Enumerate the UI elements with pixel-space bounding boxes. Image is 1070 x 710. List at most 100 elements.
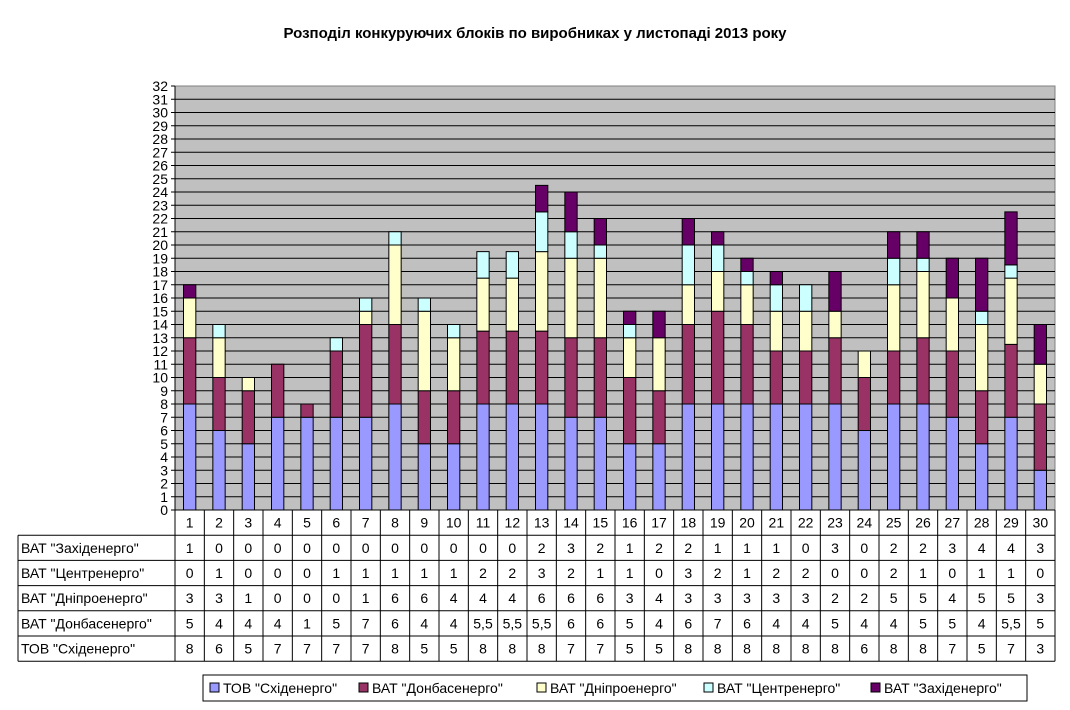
x-tick-label: 12 xyxy=(505,515,521,531)
data-label: 2 xyxy=(714,565,722,581)
legend-swatch xyxy=(703,682,714,693)
y-tick-label: 15 xyxy=(152,303,168,319)
data-label: 6 xyxy=(596,590,604,606)
bar-segment xyxy=(359,310,373,325)
bar-segment xyxy=(711,271,725,312)
y-tick-label: 11 xyxy=(153,356,168,372)
bar-segment xyxy=(887,284,901,352)
x-tick-label: 16 xyxy=(622,515,638,531)
x-tick-label: 10 xyxy=(446,515,462,531)
table-series-name: ВАТ "Західенерго" xyxy=(21,540,139,556)
legend-label: ВАТ "Донбасенерго" xyxy=(372,680,503,696)
bar-segment xyxy=(1004,277,1018,345)
y-axis: 0123456789101112131415161718192021222324… xyxy=(152,78,176,518)
bar-segment xyxy=(593,244,607,259)
bar-segment xyxy=(417,443,431,511)
y-tick-label: 17 xyxy=(152,277,168,293)
y-tick-label: 6 xyxy=(160,423,168,439)
data-label: 1 xyxy=(303,615,311,631)
bar-segment xyxy=(945,257,959,299)
data-label: 6 xyxy=(391,615,399,631)
bar-segment xyxy=(769,350,783,405)
y-tick-label: 4 xyxy=(160,449,168,465)
bar-segment xyxy=(1033,469,1047,511)
bar-segment xyxy=(916,257,930,272)
data-label: 6 xyxy=(860,641,868,657)
bar-segment xyxy=(1004,264,1018,279)
bar-segment xyxy=(183,337,197,405)
data-label: 3 xyxy=(1036,641,1044,657)
data-label: 0 xyxy=(244,565,252,581)
data-label: 7 xyxy=(714,615,722,631)
bar-segment xyxy=(652,390,666,445)
data-label: 7 xyxy=(567,641,575,657)
data-label: 0 xyxy=(420,540,428,556)
bar-segment xyxy=(799,310,813,352)
y-tick-label: 10 xyxy=(152,370,168,386)
data-label: 8 xyxy=(919,641,927,657)
bar-segment xyxy=(652,337,666,392)
bar-segment xyxy=(388,231,402,246)
data-label: 8 xyxy=(831,641,839,657)
legend: ТОВ "Східенерго" ВАТ "Донбасенерго" ВАТ "Д… xyxy=(202,674,1028,702)
bar-segment xyxy=(711,310,725,405)
bar-segment xyxy=(564,416,578,511)
bar-segment xyxy=(329,337,343,352)
data-label: 8 xyxy=(714,641,722,657)
data-label: 3 xyxy=(538,565,546,581)
bar-segment xyxy=(916,231,930,259)
data-label: 4 xyxy=(655,590,663,606)
data-label: 4 xyxy=(479,590,487,606)
data-label: 0 xyxy=(303,565,311,581)
bar-segment xyxy=(388,403,402,511)
bar-segment xyxy=(1033,403,1047,471)
data-label: 0 xyxy=(450,540,458,556)
bar-segment xyxy=(593,416,607,511)
bar-segment xyxy=(476,330,490,405)
data-label: 8 xyxy=(538,641,546,657)
x-tick-label: 2 xyxy=(215,515,223,531)
data-label: 5 xyxy=(244,641,252,657)
data-label: 0 xyxy=(215,540,223,556)
x-tick-label: 20 xyxy=(739,515,755,531)
y-tick-label: 18 xyxy=(152,264,168,280)
data-label: 1 xyxy=(215,565,223,581)
data-label: 5,5 xyxy=(503,615,523,631)
bar-segment xyxy=(447,443,461,511)
data-label: 0 xyxy=(303,540,311,556)
table-series-name: ВАТ "Центренерго" xyxy=(21,565,144,581)
data-label: 0 xyxy=(391,540,399,556)
bar-segment xyxy=(887,257,901,286)
data-label: 3 xyxy=(684,565,692,581)
data-label: 8 xyxy=(391,641,399,657)
legend-swatch xyxy=(870,682,881,693)
data-label: 2 xyxy=(802,565,810,581)
bar-segment xyxy=(1033,324,1047,365)
data-label: 3 xyxy=(215,590,223,606)
data-label: 2 xyxy=(655,540,663,556)
data-label: 4 xyxy=(420,615,428,631)
bar-segment xyxy=(535,251,549,332)
bar-segment xyxy=(769,271,783,286)
data-label: 4 xyxy=(1007,540,1015,556)
data-label: 7 xyxy=(362,615,370,631)
bar-segment xyxy=(769,284,783,312)
data-label: 1 xyxy=(332,565,340,581)
data-label: 3 xyxy=(626,590,634,606)
bar-segment xyxy=(945,297,959,352)
data-label: 4 xyxy=(215,615,223,631)
y-tick-label: 14 xyxy=(152,317,168,333)
data-label: 5 xyxy=(919,615,927,631)
legend-label: ВАТ "Дніпроенерго" xyxy=(550,680,677,696)
data-label: 5 xyxy=(626,615,634,631)
y-tick-label: 26 xyxy=(152,158,168,174)
legend-label: ТОВ "Східенерго" xyxy=(223,680,337,696)
bar-segment xyxy=(447,337,461,392)
bar-segment xyxy=(681,403,695,511)
bar-segment xyxy=(212,377,226,431)
data-label: 3 xyxy=(186,590,194,606)
y-tick-label: 1 xyxy=(160,489,168,505)
legend-swatch xyxy=(536,682,547,693)
data-label: 5 xyxy=(948,615,956,631)
data-label: 1 xyxy=(244,590,252,606)
